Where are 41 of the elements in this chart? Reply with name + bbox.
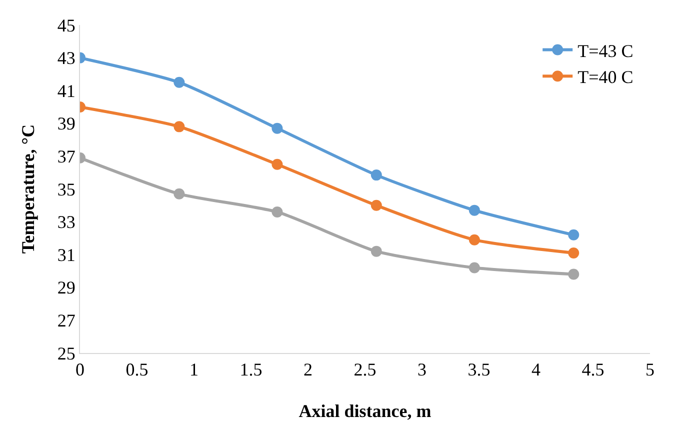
x-tick-label: 4.5: [582, 360, 604, 380]
x-axis-title: Axial distance, m: [298, 401, 432, 421]
x-tick-label: 0.5: [126, 360, 148, 380]
point: [568, 229, 580, 240]
y-tick-label: 33: [57, 212, 76, 232]
x-tick-label: 1.5: [240, 360, 262, 380]
point: [272, 158, 283, 170]
x-tick-label: 1: [190, 360, 198, 380]
y-tick-label: 41: [57, 80, 76, 101]
point: [468, 204, 480, 216]
y-tick-label: 45: [57, 15, 76, 36]
point: [272, 206, 283, 218]
y-tick-label: 31: [57, 244, 76, 265]
legend-label: T=40 C: [578, 67, 634, 88]
point: [272, 122, 283, 134]
x-tick-label: 3: [418, 360, 426, 380]
x-tick-label: 2: [304, 360, 312, 380]
point: [174, 121, 185, 132]
y-tick-label: 25: [57, 343, 76, 364]
point: [370, 170, 382, 181]
x-tick-label: 0: [76, 360, 84, 380]
x-tick-label: 3.5: [468, 360, 490, 380]
point: [174, 188, 185, 200]
point: [174, 76, 185, 88]
point: [370, 200, 382, 211]
x-tick-label: 4: [532, 360, 540, 380]
legend-label: T=43 C: [578, 40, 634, 61]
y-tick-label: 37: [57, 146, 76, 166]
y-axis-title: Temperature, °C: [18, 124, 38, 254]
point: [568, 247, 580, 258]
y-tick-label: 29: [57, 278, 76, 298]
x-tick-label: 5: [646, 360, 654, 380]
y-tick-label: 27: [57, 310, 76, 330]
y-tick-label: 35: [57, 179, 76, 200]
point: [468, 262, 480, 274]
point: [568, 268, 580, 280]
point: [468, 234, 480, 246]
x-tick-label: 2.5: [354, 360, 376, 380]
y-tick-label: 39: [57, 114, 76, 134]
point: [370, 246, 382, 257]
y-tick-label: 43: [57, 48, 76, 68]
